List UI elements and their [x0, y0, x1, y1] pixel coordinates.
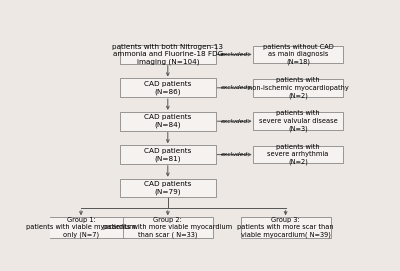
- Text: patients with
non-ischemic myocardiopathy
(N=2): patients with non-ischemic myocardiopath…: [248, 77, 348, 99]
- FancyBboxPatch shape: [120, 145, 216, 164]
- Text: excluded: excluded: [221, 119, 248, 124]
- FancyBboxPatch shape: [120, 179, 216, 197]
- Text: Group 3:
patients with more scar than
viable myocardium( N=39): Group 3: patients with more scar than vi…: [237, 217, 334, 238]
- FancyBboxPatch shape: [253, 146, 343, 163]
- Text: CAD patients
(N=79): CAD patients (N=79): [144, 181, 192, 195]
- FancyBboxPatch shape: [123, 217, 213, 238]
- Text: Group 1:
patients with viable myocardium
only (N=7): Group 1: patients with viable myocardium…: [26, 217, 136, 238]
- Text: CAD patients
(N=84): CAD patients (N=84): [144, 114, 192, 128]
- FancyBboxPatch shape: [36, 217, 126, 238]
- Text: CAD patients
(N=86): CAD patients (N=86): [144, 81, 192, 95]
- FancyBboxPatch shape: [253, 79, 343, 97]
- FancyBboxPatch shape: [120, 78, 216, 97]
- Text: patients without CAD
as main diagnosis
(N=18): patients without CAD as main diagnosis (…: [263, 44, 333, 65]
- FancyBboxPatch shape: [253, 46, 343, 63]
- FancyBboxPatch shape: [120, 45, 216, 64]
- FancyBboxPatch shape: [120, 112, 216, 131]
- Text: excluded: excluded: [221, 152, 248, 157]
- Text: excluded: excluded: [221, 85, 248, 90]
- Text: Group 2:
patients with more viable myocardium
than scar ( N=33): Group 2: patients with more viable myoca…: [103, 217, 232, 238]
- Text: patients with both Nitrogen-13
ammonia and Fluorine-18 FDG
imaging (N=104): patients with both Nitrogen-13 ammonia a…: [112, 44, 223, 65]
- FancyBboxPatch shape: [241, 217, 330, 238]
- Text: excluded: excluded: [221, 52, 248, 57]
- FancyBboxPatch shape: [253, 112, 343, 130]
- Text: CAD patients
(N=81): CAD patients (N=81): [144, 148, 192, 162]
- Text: patients with
severe valvular disease
(N=3): patients with severe valvular disease (N…: [259, 111, 337, 132]
- Text: patients with
severe arrhythmia
(N=2): patients with severe arrhythmia (N=2): [267, 144, 329, 165]
